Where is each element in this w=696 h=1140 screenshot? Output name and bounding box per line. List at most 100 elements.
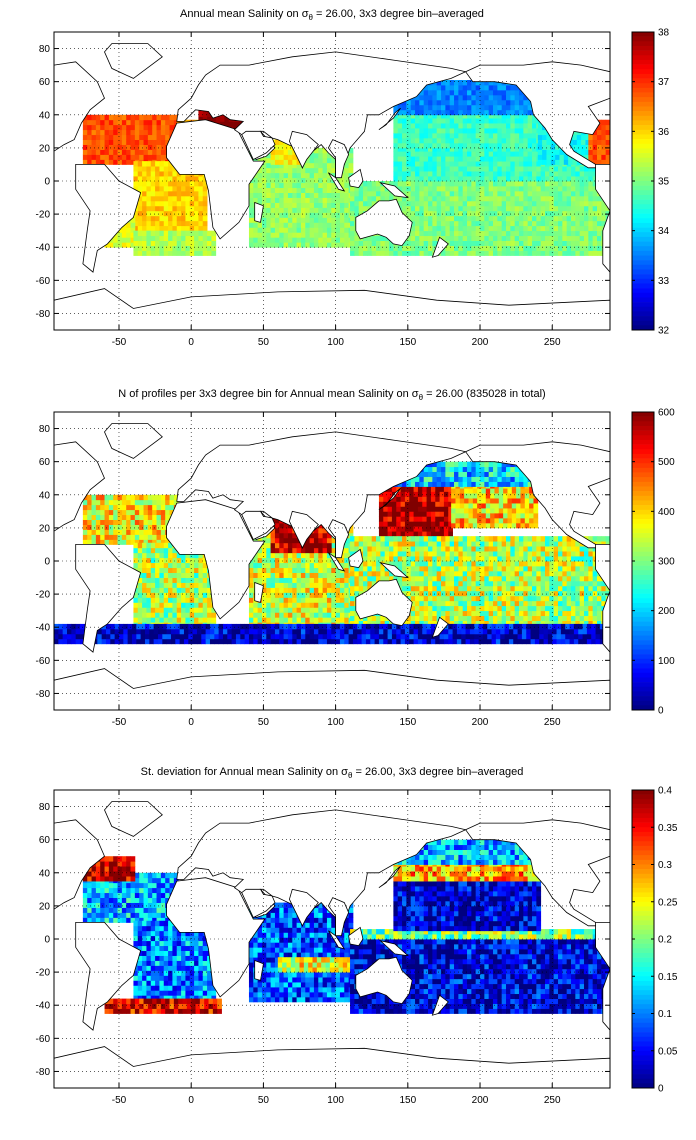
data-cell — [387, 516, 393, 522]
data-cell — [331, 542, 337, 549]
data-cell — [471, 230, 477, 237]
data-cell — [335, 187, 341, 193]
data-cell — [331, 157, 337, 164]
data-cell — [467, 128, 472, 134]
data-cell — [605, 124, 610, 131]
data-cell — [488, 113, 494, 119]
data-cell — [326, 162, 332, 169]
data-cell — [423, 595, 429, 602]
data-cell — [422, 506, 427, 512]
data-cell — [584, 190, 589, 197]
data-cell — [423, 113, 429, 119]
data-cell — [605, 129, 610, 136]
data-cell — [305, 617, 311, 623]
data-cell — [189, 225, 195, 232]
data-cell — [326, 172, 332, 179]
data-cell — [393, 575, 399, 582]
data-cell — [335, 197, 341, 203]
data-cell — [253, 562, 259, 569]
data-cell — [514, 137, 520, 144]
data-cell — [550, 159, 556, 165]
data-cell — [441, 235, 446, 241]
data-cell — [163, 562, 169, 569]
data-cell — [253, 172, 259, 179]
data-cell — [571, 181, 576, 187]
data-cell — [404, 516, 410, 522]
data-cell — [581, 134, 586, 141]
data-cell — [462, 99, 468, 106]
data-cell — [142, 181, 147, 187]
data-cell — [104, 539, 110, 545]
data-cell — [279, 182, 285, 189]
data-cell — [292, 242, 298, 248]
data-cell — [257, 562, 263, 569]
data-cell — [300, 607, 306, 613]
data-cell — [439, 516, 445, 522]
data-cell — [113, 129, 118, 136]
data-cell — [160, 129, 166, 136]
data-cell — [339, 612, 345, 618]
data-cell — [371, 250, 377, 256]
data-cell — [283, 542, 289, 549]
data-cell — [95, 534, 101, 540]
data-cell — [326, 192, 332, 198]
data-cell — [194, 562, 199, 569]
data-cell — [202, 116, 208, 122]
data-cell — [402, 128, 407, 134]
data-cell — [270, 527, 276, 534]
data-cell — [423, 210, 429, 217]
data-cell — [536, 171, 542, 177]
data-cell — [501, 94, 507, 101]
data-cell — [558, 181, 563, 187]
data-cell — [283, 149, 289, 155]
data-cell — [527, 185, 533, 192]
data-cell — [436, 113, 442, 119]
data-cell — [493, 109, 498, 116]
data-cell — [423, 161, 429, 167]
data-cell — [270, 542, 276, 549]
data-cell — [532, 171, 537, 177]
data-cell — [471, 190, 477, 197]
data-cell — [137, 195, 143, 202]
data-cell — [350, 575, 355, 582]
data-cell — [202, 195, 208, 202]
data-cell — [410, 123, 416, 129]
data-cell — [163, 235, 169, 241]
data-cell — [108, 154, 114, 160]
data-cell — [257, 557, 263, 564]
data-cell — [348, 147, 354, 154]
data-cell — [100, 119, 105, 126]
data-cell — [419, 580, 425, 587]
data-cell — [121, 242, 127, 248]
data-cell — [389, 575, 394, 582]
data-cell — [396, 491, 401, 497]
data-cell — [172, 250, 178, 256]
data-cell — [579, 176, 585, 182]
data-cell — [423, 590, 429, 597]
data-cell — [462, 104, 468, 111]
data-cell — [274, 582, 280, 588]
data-cell — [152, 149, 157, 155]
data-cell — [194, 200, 199, 207]
y-tick-label: 60 — [39, 77, 51, 88]
data-cell — [536, 235, 542, 241]
data-cell — [257, 177, 263, 184]
data-cell — [326, 537, 332, 544]
data-cell — [198, 111, 204, 117]
data-cell — [579, 181, 585, 187]
data-cell — [572, 159, 578, 165]
data-cell — [121, 159, 127, 165]
data-cell — [104, 534, 110, 540]
data-cell — [159, 592, 165, 598]
data-cell — [380, 235, 386, 241]
data-cell — [350, 600, 355, 607]
data-cell — [562, 171, 568, 177]
data-cell — [318, 597, 324, 603]
data-cell — [367, 250, 373, 256]
data-cell — [497, 220, 503, 227]
data-cell — [152, 509, 157, 516]
data-cell — [536, 195, 542, 202]
data-cell — [458, 225, 464, 232]
data-cell — [202, 582, 208, 588]
data-cell — [354, 570, 360, 577]
